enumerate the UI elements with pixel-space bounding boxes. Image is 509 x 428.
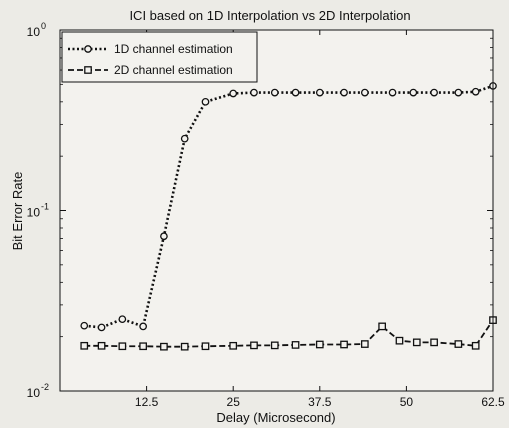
data-point [340, 88, 348, 97]
data-point [180, 342, 189, 351]
data-point [229, 89, 238, 98]
y-axis-label: Bit Error Rate [10, 172, 25, 251]
series-layer [80, 82, 497, 351]
data-point [454, 88, 463, 97]
data-point [340, 340, 348, 349]
data-point [80, 341, 89, 350]
data-point [291, 341, 300, 349]
legend: 1D channel estimation 2D channel estimati… [61, 31, 258, 83]
x-tick-label: 62.5 [481, 395, 505, 409]
data-point [430, 88, 438, 97]
y-tick-label: 10 [27, 386, 41, 400]
data-point [97, 341, 106, 350]
data-point [395, 336, 404, 345]
data-point [360, 340, 369, 348]
data-point [118, 315, 127, 324]
data-point [315, 340, 324, 349]
plot-frame [59, 29, 494, 392]
data-point [409, 88, 418, 97]
legend-label: 1D channel estimation [114, 42, 233, 56]
y-tick-label: 10 [27, 206, 41, 220]
data-point [270, 341, 279, 350]
data-point [471, 341, 480, 350]
data-point [412, 338, 421, 347]
y-tick-label-exponent: 0 [41, 21, 46, 31]
data-point [201, 97, 210, 106]
data-point [315, 88, 324, 97]
data-point [229, 341, 238, 350]
y-tick-label-exponent: -1 [41, 202, 49, 212]
chart-title: ICI based on 1D Interpolation vs 2D Inte… [129, 8, 410, 23]
series-2 [80, 316, 497, 351]
data-point [250, 341, 258, 350]
data-point [139, 322, 147, 331]
plot-background [60, 30, 493, 391]
data-point [360, 88, 369, 97]
y-tick-label-exponent: -2 [41, 382, 49, 392]
x-tick-label: 50 [400, 395, 414, 409]
data-point [250, 88, 258, 97]
x-axis-label: Delay (Microsecond) [216, 410, 335, 425]
data-point [378, 322, 387, 331]
data-point [180, 134, 189, 143]
data-point [201, 342, 210, 351]
data-point [160, 342, 168, 351]
data-point [80, 321, 89, 330]
x-tick-label: 37.5 [308, 395, 332, 409]
data-point [97, 323, 106, 332]
data-point [454, 340, 463, 348]
legend-marker [84, 45, 92, 53]
data-point [388, 88, 397, 97]
data-point [291, 88, 300, 97]
data-point [160, 232, 168, 241]
y-tick-label: 10 [27, 25, 41, 39]
series-1 [80, 82, 497, 332]
x-tick-label: 25 [227, 395, 241, 409]
legend-box [61, 31, 258, 83]
x-tick-label: 12.5 [135, 395, 159, 409]
legend-label: 2D channel estimation [114, 63, 233, 77]
data-point [270, 88, 279, 97]
data-point [471, 87, 480, 96]
data-point [430, 338, 438, 347]
legend-marker [84, 66, 92, 74]
data-point [118, 342, 127, 351]
data-point [139, 342, 147, 351]
